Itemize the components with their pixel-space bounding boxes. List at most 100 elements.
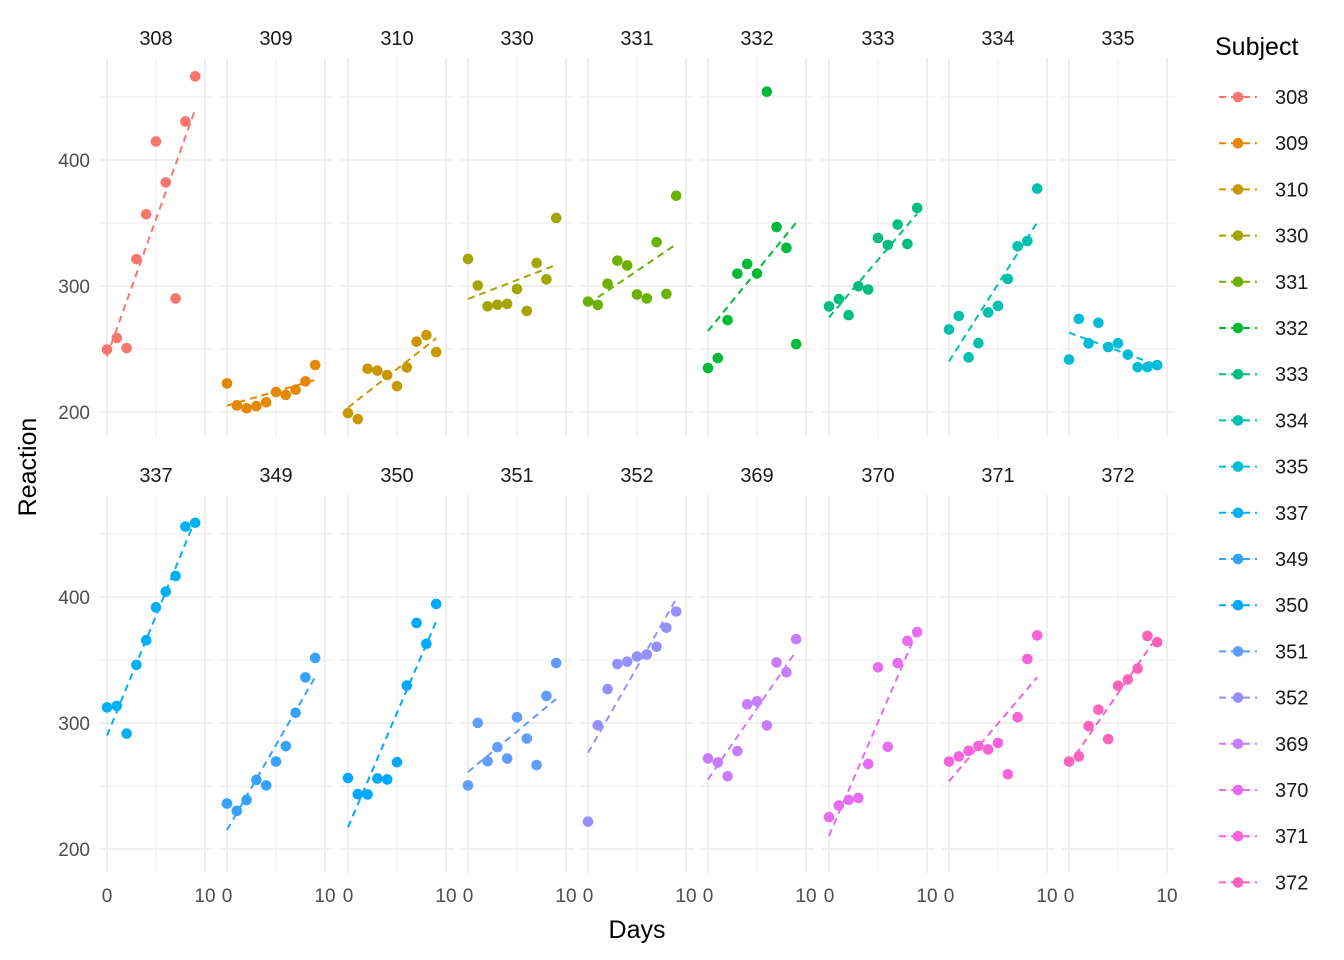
data-point-369 xyxy=(781,666,792,678)
data-point-330 xyxy=(541,274,552,285)
data-point-372 xyxy=(1102,733,1114,745)
data-point-334 xyxy=(953,310,965,322)
data-point-372 xyxy=(1151,636,1163,648)
data-point-335 xyxy=(1132,361,1143,373)
legend-key-point xyxy=(1232,368,1244,380)
data-point-372 xyxy=(1083,720,1094,732)
data-point-330 xyxy=(462,253,474,265)
legend-label: 351 xyxy=(1275,641,1308,663)
data-point-310 xyxy=(421,329,432,341)
legend-key-point xyxy=(1232,137,1244,149)
data-point-333 xyxy=(853,280,864,292)
data-point-332 xyxy=(751,268,763,279)
data-point-370 xyxy=(843,794,854,806)
data-point-333 xyxy=(902,238,913,250)
trend-line-371 xyxy=(948,676,1038,782)
facet-panel-335: 335 xyxy=(1061,28,1175,436)
data-point-335 xyxy=(1083,338,1094,349)
data-point-372 xyxy=(1112,680,1124,692)
data-point-351 xyxy=(482,756,493,767)
data-point-309 xyxy=(231,400,243,411)
data-point-337 xyxy=(121,728,132,739)
legend-label: 352 xyxy=(1275,688,1308,710)
data-point-331 xyxy=(661,288,672,300)
facet-panel-334: 334 xyxy=(941,28,1055,436)
data-point-349 xyxy=(251,774,262,786)
data-point-350 xyxy=(381,774,393,785)
data-point-334 xyxy=(943,324,955,335)
data-point-370 xyxy=(892,657,903,669)
facet-label-352: 352 xyxy=(620,465,653,487)
data-point-335 xyxy=(1073,313,1085,325)
data-point-352 xyxy=(592,719,604,731)
legend-key-point xyxy=(1232,877,1244,888)
facet-panel-351: 351 0 10 xyxy=(460,465,577,907)
x-tick-label: 10 xyxy=(314,886,335,907)
data-point-331 xyxy=(641,293,653,304)
data-point-335 xyxy=(1122,349,1134,360)
data-point-331 xyxy=(631,289,643,300)
data-point-330 xyxy=(511,283,523,295)
data-point-331 xyxy=(602,278,613,290)
y-tick-label: 300 xyxy=(58,277,90,298)
facet-panel-330: 330 xyxy=(460,28,574,436)
trend-line-351 xyxy=(467,698,557,773)
data-point-337 xyxy=(111,700,123,712)
data-point-309 xyxy=(300,376,311,387)
facet-label-351: 351 xyxy=(500,465,533,487)
data-point-332 xyxy=(781,242,792,254)
legend-item-370: 370 xyxy=(1219,780,1308,802)
data-point-333 xyxy=(843,309,854,321)
data-point-369 xyxy=(741,699,753,710)
data-point-331 xyxy=(612,255,623,266)
facet-panel-337: 337 200 300 400 0 10 xyxy=(58,465,215,907)
data-point-351 xyxy=(472,717,484,729)
data-point-352 xyxy=(612,658,623,670)
facet-label-349: 349 xyxy=(259,465,292,487)
data-point-372 xyxy=(1142,630,1153,642)
trend-line-308 xyxy=(106,109,197,357)
legend-key-point xyxy=(1232,276,1244,288)
data-point-309 xyxy=(260,396,272,408)
data-point-335 xyxy=(1093,317,1104,329)
x-tick-label: 0 xyxy=(343,886,354,907)
data-point-371 xyxy=(953,751,965,762)
data-point-350 xyxy=(352,788,364,800)
data-point-309 xyxy=(241,402,252,414)
data-point-351 xyxy=(462,780,474,791)
y-axis-title: Reaction xyxy=(14,418,42,517)
legend-label: 309 xyxy=(1275,133,1308,155)
data-point-370 xyxy=(902,635,913,647)
data-point-370 xyxy=(862,758,874,770)
data-point-310 xyxy=(391,380,403,392)
trend-line-337 xyxy=(106,519,197,736)
data-point-370 xyxy=(882,741,894,753)
legend-item-371: 371 xyxy=(1219,826,1308,848)
data-point-331 xyxy=(582,296,594,307)
data-point-332 xyxy=(712,352,724,364)
data-point-335 xyxy=(1102,341,1114,353)
data-point-309 xyxy=(290,384,301,395)
legend-label: 372 xyxy=(1275,872,1308,894)
trend-line-349 xyxy=(226,676,317,831)
legend-item-309: 309 xyxy=(1219,133,1308,155)
trend-line-330 xyxy=(467,263,557,300)
facet-panel-308: 308 200 300 400 xyxy=(58,28,213,436)
legend-label: 370 xyxy=(1275,780,1308,802)
data-point-308 xyxy=(150,136,162,147)
facet-label-369: 369 xyxy=(740,465,773,487)
data-point-308 xyxy=(140,209,152,220)
legend-key-point xyxy=(1232,461,1244,472)
x-tick-label: 10 xyxy=(675,886,696,907)
x-tick-label: 0 xyxy=(463,886,474,907)
data-point-369 xyxy=(771,657,782,668)
x-axis-title: Days xyxy=(609,916,666,944)
legend-key-point xyxy=(1232,553,1244,565)
data-point-350 xyxy=(362,789,373,800)
trend-line-331 xyxy=(587,243,677,305)
x-tick-label: 10 xyxy=(916,886,937,907)
data-point-349 xyxy=(280,740,292,752)
legend-item-352: 352 xyxy=(1219,688,1308,710)
data-point-352 xyxy=(641,649,653,660)
x-tick-label: 10 xyxy=(1036,886,1057,907)
